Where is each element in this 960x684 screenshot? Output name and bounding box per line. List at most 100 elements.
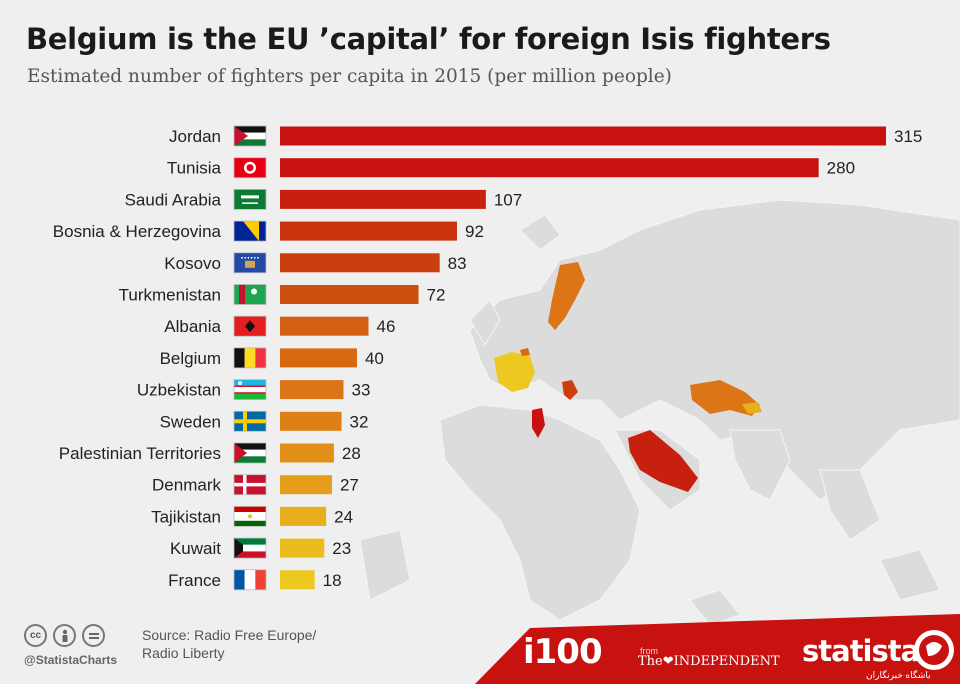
flag-palestine-icon-part	[234, 443, 247, 463]
value-label: 18	[323, 571, 342, 590]
map-tunisia	[532, 408, 545, 438]
flag-saudi-arabia-icon-part	[234, 189, 266, 210]
flag-kuwait-icon-border	[233, 537, 267, 559]
category-label: Uzbekistan	[137, 381, 221, 400]
source-note: Source: Radio Free Europe/ Radio Liberty	[142, 627, 317, 661]
bar	[280, 411, 342, 431]
bar	[280, 443, 334, 463]
bar	[280, 158, 819, 178]
equals-icon	[82, 624, 105, 647]
flag-tajikistan-icon-border	[233, 505, 267, 527]
flag-kosovo-icon-part	[241, 256, 243, 259]
value-label: 315	[894, 127, 922, 146]
flag-france-icon-part	[255, 569, 266, 590]
bar	[280, 316, 369, 336]
value-label: 23	[332, 539, 351, 558]
statista-logo: statista	[802, 634, 920, 668]
category-label: Tajikistan	[151, 507, 221, 526]
map-saudi-arabia	[628, 430, 698, 492]
flag-jordan-icon-border	[233, 125, 267, 147]
flag-kosovo-icon-part	[250, 256, 253, 259]
flag-palestine-icon-part	[234, 449, 266, 457]
flag-kosovo-icon-part	[253, 256, 256, 259]
flag-palestine-icon-border	[233, 442, 267, 464]
flag-albania-icon	[233, 315, 267, 337]
value-label: 40	[365, 349, 384, 368]
cc-text: cc	[29, 630, 42, 641]
news-site-logo-icon	[914, 630, 954, 670]
flag-kosovo-icon-part	[247, 256, 250, 259]
flag-uzbekistan-icon-border	[233, 379, 267, 401]
flag-kosovo-icon-border	[233, 252, 267, 274]
i100-logo: i100	[523, 632, 603, 672]
category-label: Denmark	[152, 476, 221, 495]
flag-jordan-icon-part	[234, 132, 266, 140]
category-label: Jordan	[169, 127, 221, 146]
flag-tunisia-icon	[233, 157, 267, 179]
bar	[280, 126, 886, 146]
category-label: Albania	[164, 317, 221, 336]
flag-turkmenistan-icon-part	[239, 284, 245, 305]
flag-palestine-icon-part	[234, 443, 266, 450]
category-label: Turkmenistan	[119, 286, 221, 305]
flag-denmark-icon-part	[234, 482, 266, 487]
flag-denmark-icon-border	[233, 474, 267, 496]
map-central-asia	[690, 380, 760, 416]
category-label: Palestinian Territories	[59, 444, 221, 463]
flag-jordan-icon-part	[234, 126, 248, 146]
flag-uzbekistan-icon-part	[234, 385, 266, 387]
news-site-name: باشگاه خبرنگاران	[866, 670, 931, 680]
flag-sweden-icon-border	[233, 410, 267, 432]
flag-uzbekistan-icon	[233, 379, 267, 401]
flag-kuwait-icon	[233, 537, 267, 559]
flag-bosnia-icon-border	[233, 220, 267, 242]
flag-saudi-arabia-icon	[233, 188, 267, 210]
bar	[280, 348, 357, 368]
statista-handle: @StatistaCharts	[24, 653, 118, 667]
flag-kosovo-icon-part	[245, 260, 255, 268]
flag-kosovo-icon-part	[244, 256, 247, 259]
flag-turkmenistan-icon-part	[251, 288, 257, 295]
chart-title: Belgium is the EU ’capital’ for foreign …	[26, 22, 831, 56]
category-label: Sweden	[160, 412, 221, 431]
category-label: Tunisia	[167, 159, 222, 178]
flag-kuwait-icon-part	[234, 551, 266, 559]
flag-uzbekistan-icon-part	[234, 392, 266, 394]
category-label: Belgium	[160, 349, 221, 368]
bar	[280, 221, 457, 241]
flag-kosovo-icon-part	[257, 256, 259, 259]
flag-denmark-icon	[233, 474, 267, 496]
flag-palestine-icon	[233, 442, 267, 464]
value-label: 27	[340, 476, 359, 495]
flag-sweden-icon	[233, 410, 267, 432]
category-label: Bosnia & Herzegovina	[53, 222, 222, 241]
flag-france-icon-part	[244, 569, 256, 590]
flag-jordan-icon-part	[234, 139, 266, 146]
footer-band	[475, 614, 960, 684]
value-label: 92	[465, 222, 484, 241]
map-belgium	[520, 348, 530, 356]
flag-jordan-icon-part	[234, 126, 266, 133]
flag-belgium-icon	[233, 347, 267, 369]
flag-sweden-icon-part	[234, 419, 266, 424]
flag-france-icon-border	[233, 569, 267, 591]
bar	[280, 189, 486, 209]
cc-icon: cc	[24, 624, 47, 647]
flag-uzbekistan-icon-part	[234, 392, 266, 400]
value-label: 72	[427, 286, 446, 305]
flag-belgium-icon-border	[233, 347, 267, 369]
flag-turkmenistan-icon-border	[233, 284, 267, 305]
flag-kuwait-icon-part	[234, 544, 266, 552]
flag-france-icon-part	[234, 569, 245, 590]
flag-belgium-icon-part	[255, 347, 266, 368]
flag-kosovo-icon	[233, 252, 267, 274]
flag-palestine-icon-part	[234, 456, 266, 463]
map-sweden	[548, 262, 585, 330]
flag-france-icon	[233, 569, 267, 591]
flag-tajikistan-icon	[233, 505, 267, 527]
value-label: 33	[351, 381, 370, 400]
category-label: Saudi Arabia	[125, 190, 222, 209]
category-label: France	[168, 571, 221, 590]
license-block: cc @StatistaCharts	[24, 624, 117, 667]
